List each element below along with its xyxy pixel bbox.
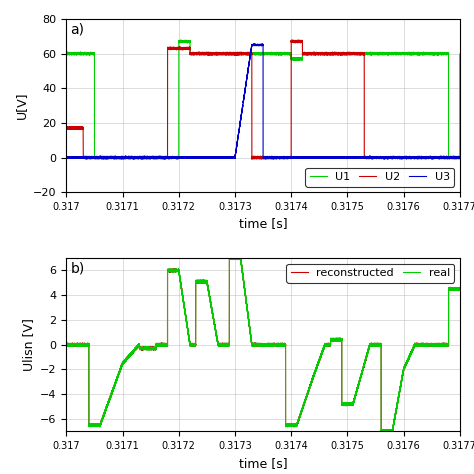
reconstructed (383, 428, 389, 434)
U1 (457, 51, 463, 57)
real (359, 371, 365, 376)
Line: U3: U3 (66, 44, 460, 159)
U3 (411, 155, 417, 160)
reconstructed (411, 343, 417, 348)
Text: a): a) (70, 22, 84, 36)
U3 (359, 155, 365, 160)
U2 (411, 155, 417, 160)
reconstructed (190, 342, 195, 347)
Y-axis label: Ulisn [V]: Ulisn [V] (22, 318, 35, 371)
U1 (111, 156, 117, 162)
U2 (107, 155, 113, 161)
real (64, 342, 69, 347)
Line: U1: U1 (66, 40, 460, 159)
U1 (411, 51, 417, 56)
U2 (383, 155, 389, 161)
real (190, 342, 195, 347)
Y-axis label: U[V]: U[V] (15, 92, 27, 119)
U2 (64, 125, 69, 131)
real (107, 395, 113, 401)
U3 (383, 155, 389, 160)
real (411, 343, 417, 349)
U3 (385, 156, 391, 162)
U1 (178, 37, 184, 43)
reconstructed (64, 341, 69, 347)
reconstructed (232, 254, 238, 259)
reconstructed (107, 394, 113, 400)
real (457, 287, 463, 292)
real (383, 428, 389, 434)
U2 (398, 155, 404, 161)
U2 (457, 155, 463, 160)
Legend: reconstructed, real: reconstructed, real (286, 264, 454, 283)
U3 (252, 41, 257, 47)
Line: real: real (66, 256, 460, 433)
U1 (359, 51, 365, 57)
U2 (359, 51, 365, 56)
U2 (270, 156, 276, 162)
U1 (398, 51, 404, 57)
Text: b): b) (70, 262, 84, 275)
U2 (190, 51, 195, 57)
real (384, 430, 390, 436)
real (237, 254, 243, 259)
U3 (190, 155, 195, 160)
real (398, 380, 404, 386)
U3 (457, 155, 463, 160)
X-axis label: time [s]: time [s] (239, 456, 287, 470)
U1 (107, 155, 113, 161)
reconstructed (385, 431, 391, 437)
U1 (383, 51, 389, 57)
U1 (190, 51, 195, 56)
Legend: U1, U2, U3: U1, U2, U3 (305, 168, 454, 187)
X-axis label: time [s]: time [s] (239, 218, 287, 230)
Line: reconstructed: reconstructed (66, 256, 460, 434)
reconstructed (359, 372, 365, 378)
U2 (289, 37, 295, 43)
U3 (398, 155, 404, 161)
U3 (64, 155, 69, 160)
Line: U2: U2 (66, 40, 460, 159)
U3 (107, 155, 113, 161)
reconstructed (398, 381, 404, 387)
reconstructed (457, 286, 463, 292)
U1 (64, 51, 69, 56)
